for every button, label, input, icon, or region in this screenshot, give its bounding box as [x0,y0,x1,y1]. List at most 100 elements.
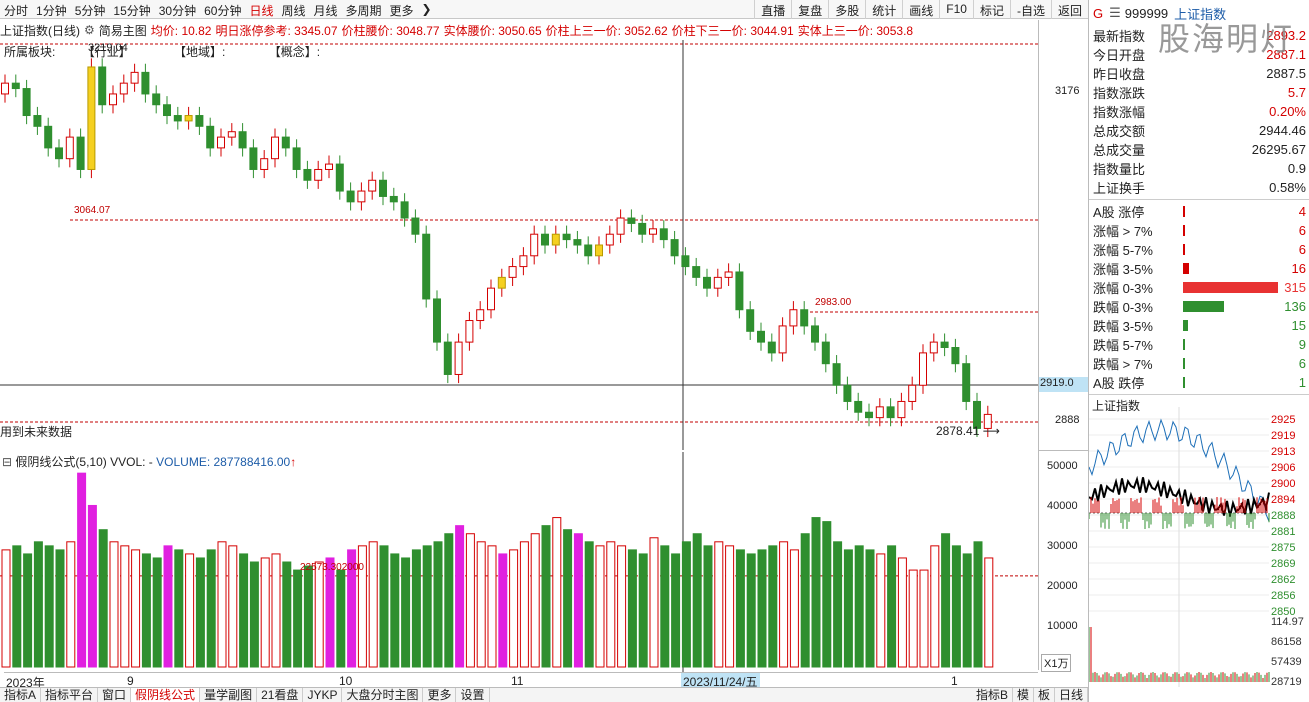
mini-axis-label: 2913 [1271,446,1295,458]
main-chart-name[interactable]: 简易主图 [98,23,147,38]
candle-body [616,217,625,235]
candle-body [130,71,139,84]
candle-body [454,341,463,375]
toolbar-button[interactable]: 直播 [754,0,791,19]
candle-body [713,276,722,289]
toolbar-button[interactable]: -自选 [1009,0,1051,19]
toolbar-button[interactable]: 复盘 [791,0,828,19]
volume-bar [703,545,713,668]
candle-body [865,411,873,419]
breadth-value: 6 [1298,355,1306,371]
candle-body [757,330,765,343]
toolbar-button[interactable]: 返回 [1050,0,1088,19]
period-tab[interactable]: 60分钟 [204,4,242,18]
candle-body [271,136,279,160]
bottom-tab[interactable]: 窗口 [98,688,132,702]
period-tab[interactable]: 更多 [389,4,414,18]
candlestick-chart[interactable]: 所属板块: 【行业】 【地域】: 【概念】: 3219.04 3064.07 2… [0,40,1040,450]
volume-bar [174,549,184,668]
period-tab[interactable]: 日线 [249,4,274,18]
bottom-tab[interactable]: JYKP [303,688,343,702]
g-icon[interactable]: G [1093,5,1104,21]
candle-body [897,400,906,419]
bottom-tab[interactable]: 指标平台 [41,688,99,702]
bottom-tab[interactable]: 量学副图 [200,688,258,702]
toolbar-button[interactable]: 多股 [828,0,865,19]
volume-bar [552,517,562,668]
bottom-tab[interactable]: 设置 [456,688,490,702]
candle-body [335,163,344,192]
volume-bar [152,557,162,668]
volume-bar [692,533,702,668]
volume-bar [249,561,259,668]
candle-body [832,363,841,386]
mini-axis-label: 2869 [1271,558,1295,570]
mini-axis-label: 2900 [1271,478,1295,490]
toolbar-button[interactable]: 标记 [972,0,1010,19]
future-data-note: 用到未来数据 [0,425,73,439]
period-tab[interactable]: 周线 [281,4,306,18]
stock-name: 上证指数 [1174,6,1227,22]
candle-body [249,147,258,170]
volume-chart[interactable]: ⊟ 假阴线公式(5,10) VVOL: - VOLUME: 287788416.… [0,452,1040,690]
candle-body [1,82,9,95]
bottom-tab[interactable]: 21看盘 [257,688,304,702]
toolbar-button[interactable]: F10 [939,0,973,19]
bottom-tab[interactable]: 大盘分时主图 [342,688,424,702]
candle-body [55,147,63,160]
bottom-right-tab[interactable]: 板 [1034,688,1055,702]
candle-body [76,136,85,170]
mini-intraday-chart[interactable]: 上证指数 2925 2919 2913 2906 2900 2894 2888 2881 287… [1088,397,1309,688]
mini-vol-axis-label: 86158 [1271,636,1302,648]
quote-label: 指数涨幅 [1093,104,1146,120]
bottom-right-tab[interactable]: 模 [1013,688,1034,702]
candle-body [141,71,150,95]
level-3064-label: 3064.07 [74,205,111,216]
settings-gear-icon[interactable]: ⚙ [84,23,95,37]
candle-body [659,228,668,241]
quote-label: 最新指数 [1093,28,1146,44]
period-tab[interactable]: 多周期 [345,4,382,18]
candle-body [98,66,107,106]
menu-icon[interactable]: ☰ [1109,5,1121,20]
quote-value: 2893.2 [1266,27,1306,43]
candle-body [767,341,776,354]
toolbar-more-chevron-icon[interactable]: ❯ [421,2,432,16]
bottom-tab[interactable]: 更多 [423,688,457,702]
quote-rows: 最新指数 2893.2 今日开盘 2887.1 昨日收盘 2887.5 指数涨跌 5.7 指数涨… [1089,26,1309,197]
candle-body [487,287,495,311]
toolbar-button[interactable]: 统计 [865,0,902,19]
up-arrow-icon: ↑ [290,455,297,469]
toolbar-button[interactable]: 画线 [902,0,939,19]
volume-bar [66,541,76,668]
volume-unit[interactable]: X1万 [1041,654,1072,672]
chart-info-bar: 上证指数(日线) ⚙ 简易主图 均价: 10.82 明日涨停参考: 3345.0… [0,20,1040,40]
volume-bar [476,541,486,668]
breadth-label: 跌幅 0-3% [1093,299,1153,315]
mini-axis-label: 2906 [1271,462,1295,474]
bottom-right-tab[interactable]: 指标B [972,688,1013,702]
candle-body [238,131,247,149]
period-tab[interactable]: 30分钟 [158,4,197,18]
candle-body [163,104,171,117]
period-tab[interactable]: 5分钟 [74,4,106,18]
volume-bar [44,545,54,668]
candle-body [800,309,809,327]
candle-body [292,147,301,170]
period-tab[interactable]: 15分钟 [113,4,151,18]
breadth-bar [1183,377,1185,388]
minus-square-icon[interactable]: ⊟ [2,455,13,469]
bottom-tab[interactable]: 指标A [0,688,42,702]
breadth-row: 跌幅 5-7% 9 [1089,335,1309,354]
candle-body [65,136,74,160]
period-tab[interactable]: 1分钟 [36,4,67,18]
candle-body [519,255,528,268]
period-tab[interactable]: 月线 [313,4,338,18]
bottom-tab[interactable]: 假阴线公式 [131,688,201,702]
volume-bar [12,545,22,668]
volume-info: ⊟ 假阴线公式(5,10) VVOL: - VOLUME: 287788416.… [2,453,296,470]
period-tab[interactable]: 分时 [4,4,29,18]
bottom-right-tab[interactable]: 日线 [1055,688,1088,702]
volume-bar [55,549,65,668]
candle-body [443,341,452,375]
